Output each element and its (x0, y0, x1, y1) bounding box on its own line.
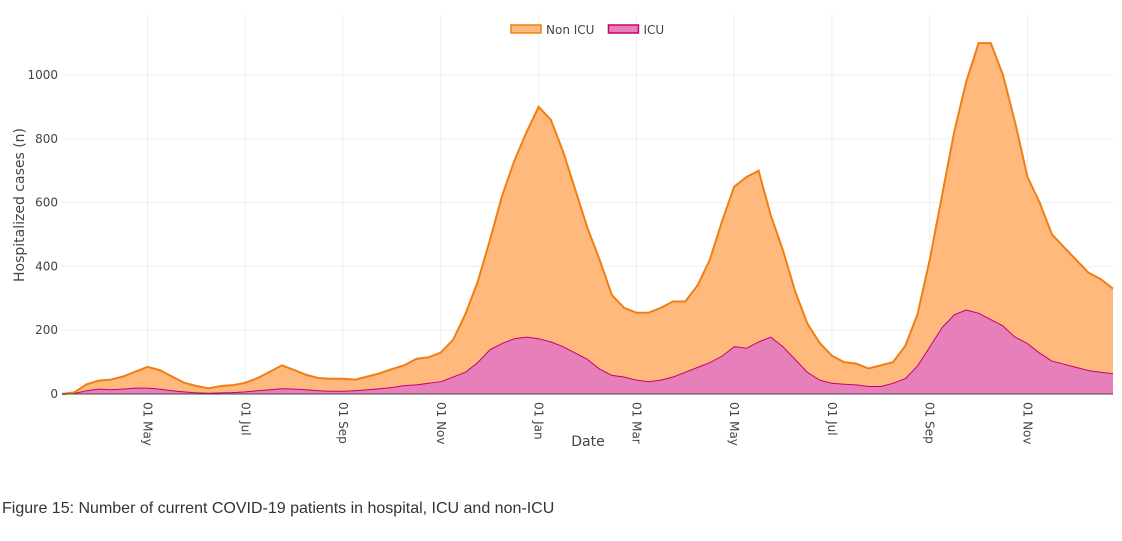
y-tick-label: 0 (50, 387, 58, 401)
x-tick-label: 01 Mar (629, 402, 643, 444)
legend-label: Non ICU (546, 23, 594, 37)
line (61, 42, 1114, 395)
legend-swatch (510, 24, 542, 34)
x-tick-label: 01 May (727, 402, 741, 446)
caption: Figure 15: Number of current COVID-19 pa… (2, 500, 554, 517)
area (62, 309, 1113, 394)
legend-swatch (607, 24, 640, 34)
y-tick-label: 400 (35, 259, 58, 273)
x-tick-label: 01 Nov (434, 402, 448, 445)
x-axis-title: Date (571, 434, 604, 450)
y-tick-label: 1000 (27, 68, 58, 82)
x-tick-label: 01 Sep (923, 402, 937, 444)
y-tick-label: 200 (35, 323, 58, 337)
x-tick-label: 01 Sep (336, 402, 350, 444)
x-tick-label: 01 Nov (1020, 402, 1034, 445)
area (62, 43, 1113, 394)
x-tick-label: 01 Jul (238, 402, 252, 436)
y-axis-title: Hospitalized cases (n) (12, 128, 28, 282)
x-tick-label: 01 May (141, 402, 155, 446)
x-tick-label: 01 Jan (532, 402, 546, 440)
y-tick-label: 800 (35, 132, 58, 146)
legend-label: ICU (643, 23, 664, 37)
y-tick-label: 600 (35, 196, 58, 210)
x-tick-label: 01 Jul (825, 402, 839, 436)
